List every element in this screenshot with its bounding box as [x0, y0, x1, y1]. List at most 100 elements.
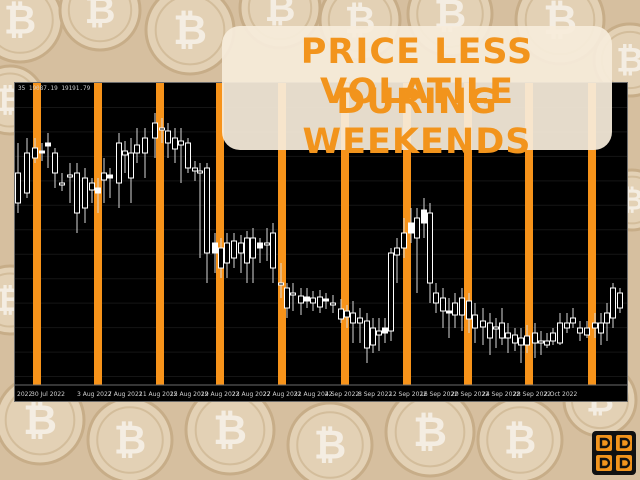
- bitcoin-coin-icon: ₿: [384, 386, 476, 478]
- candle: [452, 293, 458, 328]
- svg-text:₿: ₿: [23, 395, 57, 444]
- candle: [284, 283, 290, 318]
- candle: [317, 290, 323, 313]
- x-tick-label: 12 Sep 2022: [389, 391, 427, 398]
- candle: [388, 248, 394, 341]
- candle: [408, 208, 414, 243]
- candle: [577, 321, 583, 341]
- candle: [550, 328, 556, 345]
- bitcoin-coin-icon: ₿: [144, 0, 236, 76]
- x-tick-label: 4 Sep 2022: [325, 391, 359, 398]
- weekend-band: [156, 83, 164, 385]
- title-banner: PRICE LESS VOLATILE DURING WEEKENDS: [222, 26, 612, 162]
- candle: [270, 223, 276, 283]
- x-tick-label: 3 Aug 2022: [77, 391, 112, 398]
- candle: [67, 163, 73, 203]
- x-tick-label: 8 Sep 2022: [358, 391, 392, 398]
- candle: [159, 118, 165, 143]
- bitcoin-coin-icon: ₿: [286, 401, 374, 480]
- weekend-band: [216, 83, 224, 385]
- svg-text:₿: ₿: [504, 417, 537, 463]
- svg-text:₿: ₿: [173, 5, 207, 54]
- candle: [185, 138, 191, 173]
- candle: [466, 293, 472, 333]
- brand-logo-icon: [592, 431, 636, 475]
- weekend-band: [464, 83, 472, 385]
- x-tick-label: 27 Aug 2022: [263, 391, 302, 398]
- candle: [617, 288, 623, 313]
- candle: [370, 318, 376, 353]
- candle: [323, 293, 329, 309]
- candle: [499, 308, 505, 345]
- candle: [204, 163, 210, 283]
- candle: [414, 208, 420, 293]
- weekend-band: [588, 83, 596, 385]
- candle: [376, 318, 382, 351]
- x-tick-label: 31 Aug 2022: [294, 391, 333, 398]
- weekend-band: [94, 83, 102, 385]
- x-tick-label: 2022: [17, 391, 32, 398]
- x-tick-label: 11 Aug 2022: [139, 391, 178, 398]
- candle: [304, 288, 310, 308]
- candle: [231, 233, 237, 268]
- candle: [122, 141, 128, 173]
- candle: [310, 291, 316, 311]
- candle: [364, 313, 370, 363]
- svg-text:₿: ₿: [213, 405, 247, 454]
- svg-text:₿: ₿: [616, 41, 640, 81]
- candle: [394, 238, 400, 283]
- weekend-band: [33, 83, 41, 385]
- candle: [244, 231, 250, 283]
- candle: [192, 161, 198, 181]
- candle: [101, 158, 107, 203]
- candle: [238, 235, 244, 273]
- candle: [264, 228, 270, 261]
- candle: [39, 143, 45, 161]
- x-tick-label: 28 Sep 2022: [513, 391, 551, 398]
- candle: [165, 123, 171, 158]
- bitcoin-coin-icon: ₿: [58, 0, 142, 52]
- candle: [480, 308, 486, 345]
- svg-text:₿: ₿: [413, 407, 447, 456]
- x-tick-label: 19 Aug 2022: [201, 391, 240, 398]
- candle: [330, 295, 336, 313]
- candle: [89, 178, 95, 203]
- candle: [524, 325, 530, 353]
- x-tick-label: 7 Aug 2022: [108, 391, 143, 398]
- weekend-band: [525, 83, 533, 385]
- candle: [212, 233, 218, 273]
- candle: [82, 168, 88, 223]
- candle: [472, 303, 478, 343]
- candle: [142, 128, 148, 178]
- candle: [59, 173, 65, 191]
- candle: [344, 305, 350, 328]
- x-tick-label: 30 Jul 2022: [31, 391, 65, 398]
- candle: [172, 128, 178, 163]
- candle: [532, 323, 538, 358]
- candle: [512, 328, 518, 351]
- candle: [224, 233, 230, 278]
- candle: [45, 133, 51, 168]
- candle: [459, 288, 465, 331]
- candle: [518, 328, 524, 363]
- candle: [197, 163, 203, 258]
- candle: [278, 263, 284, 298]
- weekend-band: [278, 83, 286, 385]
- svg-text:₿: ₿: [85, 0, 116, 32]
- candle: [382, 318, 388, 343]
- x-tick-label: 24 Sep 2022: [482, 391, 520, 398]
- candle: [357, 308, 363, 343]
- candle: [570, 308, 576, 328]
- candle: [152, 113, 158, 158]
- candle: [427, 203, 433, 303]
- candle: [493, 318, 499, 348]
- x-tick-label: 15 Aug 2022: [170, 391, 209, 398]
- candle: [544, 333, 550, 348]
- candle: [401, 218, 407, 258]
- weekend-band: [341, 83, 349, 385]
- x-tick-label: 16 Sep 2022: [420, 391, 458, 398]
- candle: [178, 128, 184, 183]
- candle: [421, 198, 427, 238]
- svg-text:₿: ₿: [114, 417, 147, 463]
- candle: [487, 313, 493, 355]
